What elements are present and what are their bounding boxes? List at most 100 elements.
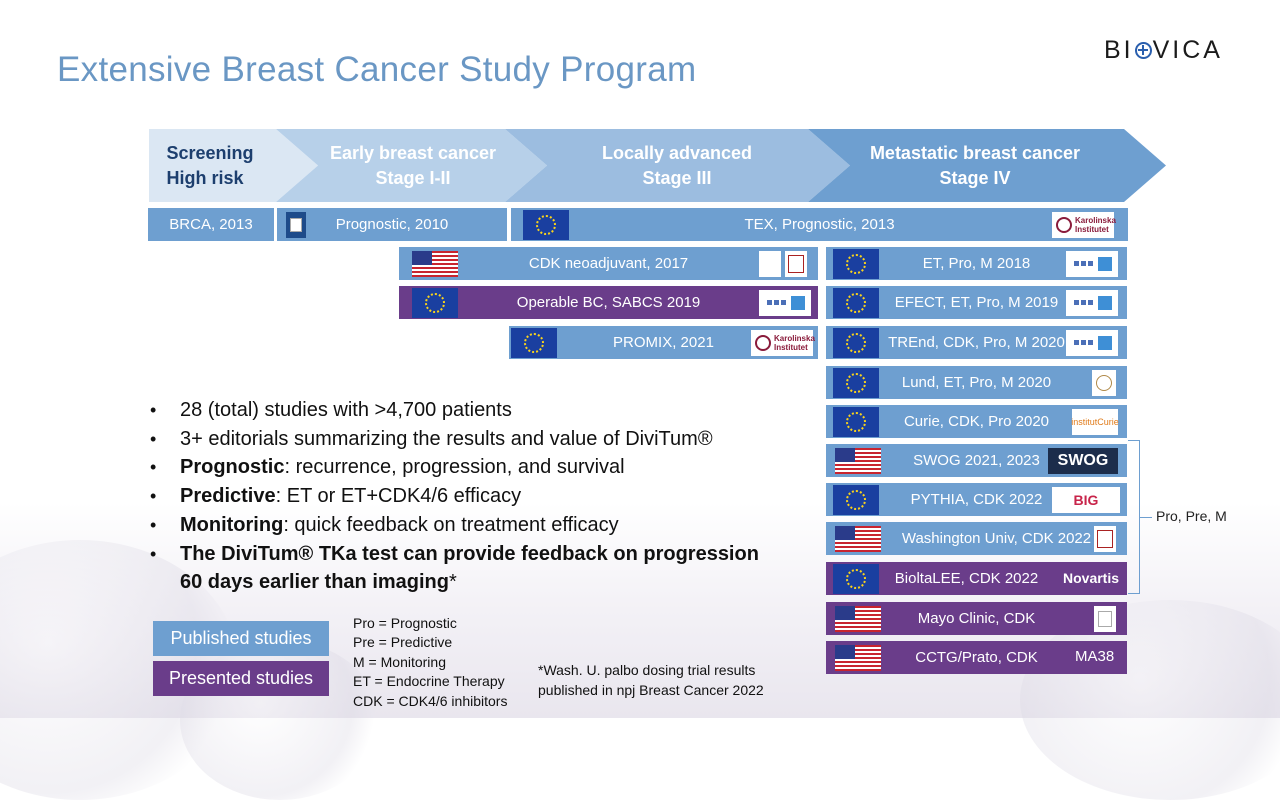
- novartis-logo: Novartis: [1063, 570, 1120, 586]
- karolinska-logo-line1: Karolinska: [1075, 215, 1116, 225]
- eu-flag-icon: [833, 287, 879, 318]
- study-promix: PROMIX, 2021 Karolinska Institutet: [509, 326, 818, 359]
- karolinska-logo-line2: Institutet: [1075, 224, 1109, 234]
- big-logo-icon: BIG: [1052, 486, 1120, 513]
- us-flag-icon: [835, 605, 881, 632]
- study-efect: EFECT, ET, Pro, M 2019: [826, 286, 1127, 319]
- list-item: 28 (total) studies with >4,700 patients: [150, 396, 759, 425]
- study-brca: BRCA, 2013: [148, 208, 274, 241]
- eu-flag-icon: [412, 287, 458, 318]
- study-curie: Curie, CDK, Pro 2020 institutCurie: [826, 405, 1127, 438]
- stage-locally: Locally advanced Stage III: [547, 129, 807, 202]
- us-flag-icon: [412, 250, 458, 277]
- curie-logo-icon: institutCurie: [1071, 408, 1119, 435]
- logo-text-left: BI: [1104, 36, 1134, 64]
- eu-flag-icon: [833, 327, 879, 358]
- list-item: CDK = CDK4/6 inhibitors: [353, 692, 508, 709]
- list-item: Pro = Prognostic: [353, 615, 457, 631]
- list-item-continuation: 60 days earlier than imaging*: [180, 571, 457, 594]
- legend-presented: Presented studies: [153, 661, 329, 696]
- study-trend: TREnd, CDK, Pro, M 2020: [826, 326, 1127, 359]
- study-cctg: CCTG/Prato, CDK MA38: [826, 641, 1127, 674]
- bracket-tick: [1140, 517, 1152, 518]
- study-cdk-neoadjuvant-label: CDK neoadjuvant, 2017: [528, 255, 689, 272]
- stage-metastatic-line2: Stage IV: [939, 167, 1011, 188]
- slide-title: Extensive Breast Cancer Study Program: [57, 50, 697, 89]
- study-lund: Lund, ET, Pro, M 2020: [826, 366, 1127, 399]
- bracket-label: Pro, Pre, M: [1156, 508, 1227, 524]
- study-prognostic-2010-label: Prognostic, 2010: [335, 216, 449, 233]
- list-item: Pre = Predictive: [353, 634, 453, 651]
- swog-logo-text: SWOG: [1057, 451, 1109, 469]
- study-washington: Washington Univ, CDK 2022: [826, 522, 1127, 555]
- study-bioltalee: BioltaLEE, CDK 2022 Novartis: [826, 562, 1127, 595]
- partner-logo-icon: [1066, 250, 1118, 277]
- stage-early: Early breast cancer Stage I-II: [318, 129, 508, 202]
- list-item: 3+ editorials summarizing the results an…: [150, 425, 759, 454]
- study-mayo: Mayo Clinic, CDK: [826, 602, 1127, 635]
- biovica-logo: BI VICA: [1104, 36, 1223, 65]
- swog-logo-icon: SWOG: [1048, 447, 1118, 474]
- logo-text-right: VICA: [1152, 36, 1223, 64]
- study-pythia: PYTHIA, CDK 2022 BIG: [826, 483, 1127, 516]
- stage-metastatic-line1: Metastatic breast cancer: [869, 142, 1081, 163]
- stage-early-line2: Stage I-II: [375, 167, 451, 188]
- footnote-line2: published in npj Breast Cancer 2022: [538, 682, 764, 698]
- karolinska-logo-line2: Institutet: [774, 342, 808, 352]
- study-operable-bc-label: Operable BC, SABCS 2019: [516, 294, 701, 311]
- logo-plus-icon: [1134, 42, 1152, 59]
- study-operable-bc: Operable BC, SABCS 2019: [399, 286, 818, 319]
- mayo-logo-icon: [1094, 605, 1116, 632]
- eu-flag-icon: [833, 248, 879, 279]
- stage-locally-line1: Locally advanced: [601, 142, 753, 163]
- ma38-label: MA38: [1075, 648, 1115, 665]
- stage-screening-line1: Screening: [166, 142, 254, 163]
- study-tex: TEX, Prognostic, 2013 Karolinska Institut…: [511, 208, 1128, 241]
- us-flag-icon: [835, 644, 881, 671]
- partner-logo-icon: [759, 289, 811, 316]
- shield-icon: [290, 217, 302, 232]
- legend-published: Published studies: [153, 621, 329, 656]
- eu-flag-icon: [833, 406, 879, 437]
- list-item: M = Monitoring: [353, 653, 446, 670]
- eu-flag-icon: [523, 209, 569, 240]
- us-flag-icon: [835, 525, 881, 552]
- stage-early-line1: Early breast cancer: [329, 142, 497, 163]
- abbreviations-list: Pro = Prognostic Pre = Predictive M = Mo…: [353, 614, 507, 711]
- eu-flag-icon: [511, 327, 557, 358]
- eu-flag-icon: [833, 484, 879, 515]
- eu-flag-icon: [833, 563, 879, 594]
- partner-logo-icon: [1066, 289, 1118, 316]
- footnote-line1: *Wash. U. palbo dosing trial results: [538, 662, 756, 678]
- study-tex-label: TEX, Prognostic, 2013: [744, 216, 895, 233]
- lund-logo-icon: [1092, 369, 1116, 396]
- list-item: The DiviTum® TKa test can provide feedba…: [150, 540, 759, 569]
- list-item: Prognostic: recurrence, progression, and…: [150, 453, 759, 482]
- footnote: *Wash. U. palbo dosing trial results pub…: [538, 660, 764, 700]
- bracket: [1128, 440, 1140, 594]
- karolinska-logo-icon: Karolinska Institutet: [751, 329, 815, 356]
- stage-screening-line2: High risk: [166, 167, 244, 188]
- study-cdk-neoadjuvant: CDK neoadjuvant, 2017: [399, 247, 818, 280]
- eu-flag-icon: [833, 367, 879, 398]
- karolinska-logo-icon: Karolinska Institutet: [1052, 211, 1116, 238]
- study-prognostic-2010: Prognostic, 2010: [277, 208, 507, 241]
- study-et-pro-m: ET, Pro, M 2018: [826, 247, 1127, 280]
- stage-metastatic: Metastatic breast cancer Stage IV: [850, 129, 1100, 202]
- partner-logo-icon: [286, 211, 306, 238]
- list-item: Monitoring: quick feedback on treatment …: [150, 511, 759, 540]
- washu-shield-icon: [785, 250, 807, 277]
- washu-shield-icon: [1094, 525, 1116, 552]
- study-brca-label: BRCA, 2013: [169, 216, 253, 233]
- key-points-list: 28 (total) studies with >4,700 patients …: [150, 396, 759, 597]
- stage-screening: Screening High risk: [149, 129, 271, 202]
- study-washington-label: Washington Univ, CDK 2022: [901, 530, 1092, 547]
- partner-logo-icon: [1066, 329, 1118, 356]
- mayo-logo-icon: [759, 250, 781, 277]
- karolinska-logo-line1: Karolinska: [774, 333, 815, 343]
- us-flag-icon: [835, 447, 881, 474]
- list-item: Predictive: ET or ET+CDK4/6 efficacy: [150, 482, 759, 511]
- list-item: ET = Endocrine Therapy: [353, 673, 505, 690]
- curie-logo-text: institutCurie: [1071, 416, 1119, 427]
- study-swog: SWOG 2021, 2023 SWOG: [826, 444, 1127, 477]
